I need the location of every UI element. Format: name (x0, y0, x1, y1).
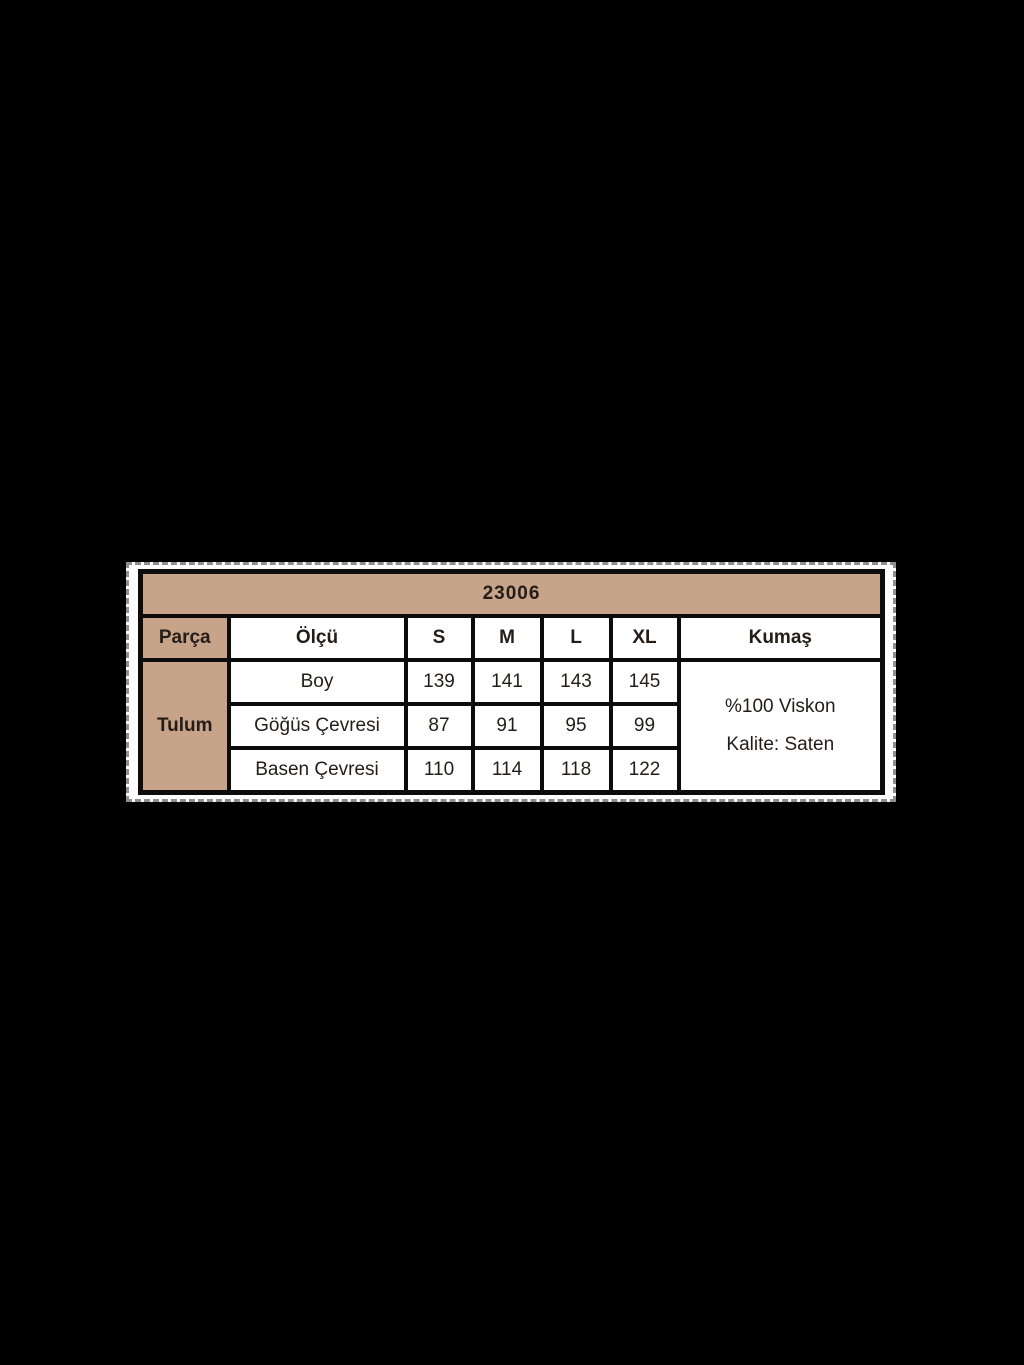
table-row-gogus: Göğüs Çevresi 87 91 95 99 (141, 702, 883, 750)
value-gogus-s: 87 (403, 702, 475, 750)
part-name-cell: Tulum (138, 658, 231, 795)
table-row-boy: Tulum Boy 139 141 143 145 %100 Viskon Ka… (138, 658, 885, 795)
size-chart-sheet: 23006 Parça Ölçü S M L XL Kumaş Tulum Bo… (126, 562, 896, 802)
value-basen-s: 110 (403, 746, 475, 795)
value-gogus-xl: 99 (608, 702, 681, 750)
column-header-kumas: Kumaş (676, 614, 885, 662)
measure-label-gogus: Göğüs Çevresi (226, 702, 408, 750)
value-gogus-l: 95 (539, 702, 613, 750)
value-boy-m: 141 (470, 658, 544, 706)
value-boy-xl: 145 (608, 658, 681, 706)
product-code-row: 23006 (138, 569, 885, 618)
column-header-size-l: L (539, 614, 613, 662)
column-header-size-xl: XL (608, 614, 681, 662)
fabric-quality: Kalite: Saten (726, 733, 835, 755)
value-boy-l: 143 (539, 658, 613, 706)
value-basen-xl: 122 (608, 746, 681, 795)
measure-label-basen: Basen Çevresi (226, 746, 408, 795)
header-row: Parça Ölçü S M L XL Kumaş (138, 614, 885, 662)
table-row-basen: Basen Çevresi 110 114 118 122 (141, 746, 883, 795)
fabric-composition: %100 Viskon (725, 695, 836, 717)
value-gogus-m: 91 (470, 702, 544, 750)
column-header-size-m: M (470, 614, 544, 662)
column-header-parca: Parça (138, 614, 231, 662)
fabric-info-cell: %100 Viskon Kalite: Saten (676, 658, 885, 795)
product-code: 23006 (138, 569, 885, 618)
measure-label-boy: Boy (226, 658, 408, 706)
value-basen-l: 118 (539, 746, 613, 795)
value-basen-m: 114 (470, 746, 544, 795)
size-chart-table: 23006 Parça Ölçü S M L XL Kumaş Tulum Bo… (138, 569, 886, 795)
value-boy-s: 139 (403, 658, 475, 706)
column-header-olcu: Ölçü (226, 614, 408, 662)
column-header-size-s: S (403, 614, 475, 662)
